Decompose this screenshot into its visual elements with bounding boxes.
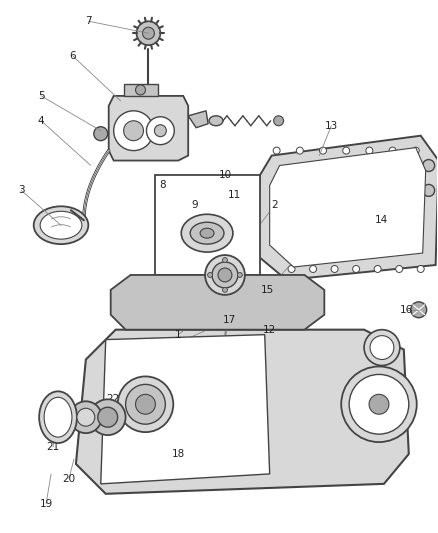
Circle shape [357, 211, 365, 219]
Text: 20: 20 [62, 474, 75, 484]
Text: 6: 6 [70, 51, 76, 61]
Circle shape [366, 147, 373, 154]
Text: 10: 10 [219, 171, 232, 181]
Text: 16: 16 [400, 305, 413, 315]
Circle shape [297, 147, 303, 154]
Ellipse shape [40, 211, 82, 239]
Text: 1: 1 [175, 329, 182, 340]
Polygon shape [270, 148, 426, 267]
Circle shape [135, 85, 145, 95]
Text: 19: 19 [39, 499, 53, 509]
Circle shape [118, 376, 173, 432]
Text: 3: 3 [18, 185, 25, 196]
Circle shape [94, 127, 108, 141]
Polygon shape [101, 335, 270, 484]
Circle shape [310, 265, 317, 272]
Ellipse shape [34, 206, 88, 244]
Circle shape [155, 125, 166, 136]
Ellipse shape [190, 222, 224, 244]
Circle shape [374, 265, 381, 272]
Circle shape [190, 295, 210, 315]
Circle shape [343, 147, 350, 154]
Polygon shape [109, 96, 188, 160]
Circle shape [90, 399, 126, 435]
Circle shape [208, 272, 212, 278]
Ellipse shape [39, 391, 77, 443]
Circle shape [349, 375, 409, 434]
Text: 11: 11 [228, 190, 241, 200]
Circle shape [212, 262, 238, 288]
Text: 14: 14 [374, 215, 388, 225]
Circle shape [135, 394, 155, 414]
Polygon shape [76, 330, 409, 494]
Circle shape [142, 27, 155, 39]
Circle shape [114, 111, 153, 151]
Circle shape [124, 121, 144, 141]
Ellipse shape [200, 228, 214, 238]
Circle shape [370, 336, 394, 360]
Circle shape [77, 408, 95, 426]
Ellipse shape [44, 397, 72, 437]
Circle shape [288, 265, 295, 272]
Circle shape [320, 147, 326, 154]
Text: 21: 21 [46, 442, 60, 452]
Circle shape [70, 401, 102, 433]
Circle shape [331, 265, 338, 272]
Circle shape [237, 272, 242, 278]
Circle shape [273, 147, 280, 154]
Text: 9: 9 [192, 200, 198, 211]
Polygon shape [150, 290, 250, 320]
Circle shape [417, 265, 424, 272]
Text: 17: 17 [223, 314, 237, 325]
Circle shape [411, 302, 427, 318]
Circle shape [146, 117, 174, 144]
Circle shape [423, 159, 434, 172]
Text: 8: 8 [159, 181, 166, 190]
Polygon shape [257, 136, 438, 280]
Circle shape [353, 207, 369, 223]
Circle shape [218, 268, 232, 282]
Circle shape [364, 330, 400, 366]
Circle shape [353, 265, 360, 272]
Circle shape [205, 255, 245, 295]
Text: 2: 2 [271, 200, 278, 211]
Text: 4: 4 [38, 116, 44, 126]
Circle shape [423, 184, 434, 196]
Circle shape [223, 287, 227, 293]
Polygon shape [124, 84, 159, 96]
Circle shape [341, 367, 417, 442]
Text: 18: 18 [172, 449, 185, 459]
Text: 12: 12 [263, 325, 276, 335]
Circle shape [126, 384, 165, 424]
Polygon shape [188, 111, 208, 128]
Text: 5: 5 [38, 91, 44, 101]
Circle shape [137, 21, 160, 45]
Circle shape [274, 116, 283, 126]
Text: 22: 22 [106, 394, 119, 405]
Text: 7: 7 [85, 17, 92, 26]
Ellipse shape [181, 214, 233, 252]
Circle shape [389, 147, 396, 154]
Circle shape [396, 265, 403, 272]
Circle shape [412, 147, 419, 154]
Text: 15: 15 [261, 285, 274, 295]
Polygon shape [111, 275, 324, 330]
Circle shape [236, 321, 250, 335]
Text: 13: 13 [325, 121, 338, 131]
Circle shape [98, 407, 118, 427]
Ellipse shape [209, 116, 223, 126]
Bar [155, 175, 260, 275]
Circle shape [223, 257, 227, 263]
Circle shape [369, 394, 389, 414]
